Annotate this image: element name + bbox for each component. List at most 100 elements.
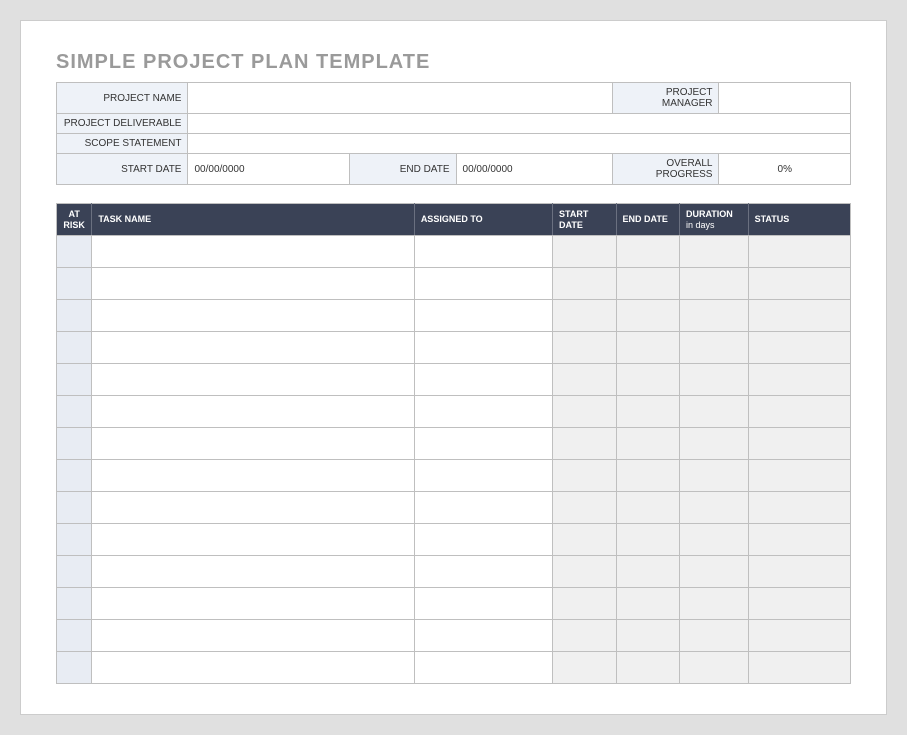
cell-end-date[interactable] [616, 236, 679, 268]
cell-at-risk[interactable] [57, 556, 92, 588]
value-end-date[interactable]: 00/00/0000 [456, 154, 613, 185]
cell-task-name[interactable] [92, 460, 415, 492]
cell-end-date[interactable] [616, 652, 679, 684]
cell-task-name[interactable] [92, 492, 415, 524]
cell-end-date[interactable] [616, 556, 679, 588]
cell-assigned-to[interactable] [414, 268, 552, 300]
cell-duration[interactable] [679, 332, 748, 364]
cell-start-date[interactable] [553, 332, 616, 364]
cell-start-date[interactable] [553, 396, 616, 428]
cell-at-risk[interactable] [57, 588, 92, 620]
cell-status[interactable] [748, 236, 850, 268]
cell-assigned-to[interactable] [414, 460, 552, 492]
cell-task-name[interactable] [92, 236, 415, 268]
cell-start-date[interactable] [553, 428, 616, 460]
cell-end-date[interactable] [616, 268, 679, 300]
cell-start-date[interactable] [553, 524, 616, 556]
cell-assigned-to[interactable] [414, 332, 552, 364]
cell-at-risk[interactable] [57, 524, 92, 556]
cell-at-risk[interactable] [57, 460, 92, 492]
cell-status[interactable] [748, 460, 850, 492]
cell-end-date[interactable] [616, 332, 679, 364]
value-project-deliverable[interactable] [188, 114, 851, 134]
cell-status[interactable] [748, 364, 850, 396]
cell-end-date[interactable] [616, 492, 679, 524]
cell-task-name[interactable] [92, 588, 415, 620]
value-start-date[interactable]: 00/00/0000 [188, 154, 350, 185]
cell-end-date[interactable] [616, 588, 679, 620]
cell-assigned-to[interactable] [414, 620, 552, 652]
cell-at-risk[interactable] [57, 620, 92, 652]
cell-status[interactable] [748, 428, 850, 460]
cell-status[interactable] [748, 588, 850, 620]
cell-assigned-to[interactable] [414, 236, 552, 268]
cell-assigned-to[interactable] [414, 556, 552, 588]
cell-start-date[interactable] [553, 460, 616, 492]
cell-start-date[interactable] [553, 492, 616, 524]
cell-at-risk[interactable] [57, 652, 92, 684]
cell-duration[interactable] [679, 236, 748, 268]
cell-end-date[interactable] [616, 460, 679, 492]
cell-task-name[interactable] [92, 332, 415, 364]
cell-assigned-to[interactable] [414, 428, 552, 460]
cell-at-risk[interactable] [57, 268, 92, 300]
cell-at-risk[interactable] [57, 396, 92, 428]
cell-status[interactable] [748, 620, 850, 652]
cell-at-risk[interactable] [57, 332, 92, 364]
cell-at-risk[interactable] [57, 300, 92, 332]
cell-assigned-to[interactable] [414, 524, 552, 556]
cell-duration[interactable] [679, 300, 748, 332]
cell-assigned-to[interactable] [414, 300, 552, 332]
cell-start-date[interactable] [553, 588, 616, 620]
cell-status[interactable] [748, 492, 850, 524]
cell-duration[interactable] [679, 620, 748, 652]
value-scope-statement[interactable] [188, 134, 851, 154]
value-project-name[interactable] [188, 83, 613, 114]
cell-end-date[interactable] [616, 364, 679, 396]
cell-task-name[interactable] [92, 364, 415, 396]
cell-end-date[interactable] [616, 620, 679, 652]
cell-assigned-to[interactable] [414, 588, 552, 620]
cell-status[interactable] [748, 652, 850, 684]
cell-assigned-to[interactable] [414, 652, 552, 684]
cell-duration[interactable] [679, 460, 748, 492]
cell-assigned-to[interactable] [414, 492, 552, 524]
cell-start-date[interactable] [553, 300, 616, 332]
value-project-manager[interactable] [719, 83, 851, 114]
cell-start-date[interactable] [553, 620, 616, 652]
cell-status[interactable] [748, 396, 850, 428]
cell-task-name[interactable] [92, 652, 415, 684]
cell-end-date[interactable] [616, 524, 679, 556]
cell-status[interactable] [748, 300, 850, 332]
cell-status[interactable] [748, 332, 850, 364]
cell-end-date[interactable] [616, 396, 679, 428]
cell-at-risk[interactable] [57, 236, 92, 268]
cell-task-name[interactable] [92, 396, 415, 428]
cell-start-date[interactable] [553, 268, 616, 300]
cell-duration[interactable] [679, 268, 748, 300]
cell-task-name[interactable] [92, 556, 415, 588]
cell-task-name[interactable] [92, 428, 415, 460]
cell-duration[interactable] [679, 492, 748, 524]
cell-assigned-to[interactable] [414, 364, 552, 396]
cell-status[interactable] [748, 556, 850, 588]
cell-duration[interactable] [679, 364, 748, 396]
cell-status[interactable] [748, 268, 850, 300]
cell-assigned-to[interactable] [414, 396, 552, 428]
cell-task-name[interactable] [92, 524, 415, 556]
cell-start-date[interactable] [553, 652, 616, 684]
cell-duration[interactable] [679, 652, 748, 684]
cell-duration[interactable] [679, 556, 748, 588]
cell-start-date[interactable] [553, 364, 616, 396]
cell-duration[interactable] [679, 396, 748, 428]
cell-at-risk[interactable] [57, 492, 92, 524]
cell-task-name[interactable] [92, 300, 415, 332]
cell-start-date[interactable] [553, 556, 616, 588]
cell-end-date[interactable] [616, 428, 679, 460]
cell-status[interactable] [748, 524, 850, 556]
cell-duration[interactable] [679, 428, 748, 460]
cell-duration[interactable] [679, 524, 748, 556]
cell-at-risk[interactable] [57, 364, 92, 396]
cell-start-date[interactable] [553, 236, 616, 268]
cell-end-date[interactable] [616, 300, 679, 332]
